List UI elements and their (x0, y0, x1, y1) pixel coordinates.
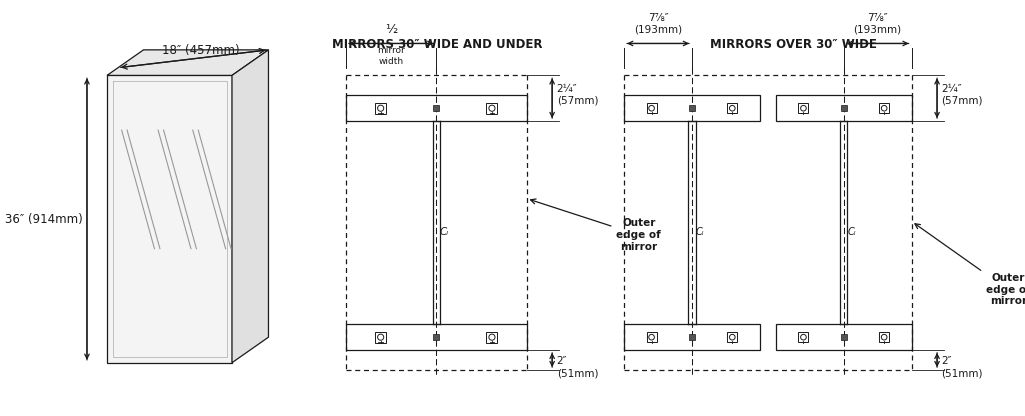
Bar (689, 334, 695, 340)
Bar (346, 95, 527, 121)
Text: Cₗ: Cₗ (696, 227, 704, 237)
Text: 7⅞″
(193mm): 7⅞″ (193mm) (634, 13, 682, 35)
Text: MIRRORS 30″ WIDE AND UNDER: MIRRORS 30″ WIDE AND UNDER (332, 38, 542, 51)
Text: 2″
(51mm): 2″ (51mm) (942, 357, 983, 378)
Bar (879, 332, 889, 342)
Bar (375, 103, 386, 114)
Text: Outer
edge of
mirror: Outer edge of mirror (531, 199, 661, 252)
Bar (776, 95, 911, 121)
Bar (840, 334, 847, 340)
Text: ½: ½ (385, 23, 398, 36)
Bar (840, 105, 847, 111)
Text: Outer
edge of
mirror: Outer edge of mirror (915, 224, 1025, 306)
Bar (647, 103, 657, 113)
Bar (728, 332, 737, 342)
Bar (798, 332, 809, 342)
Bar (879, 103, 889, 113)
Polygon shape (107, 75, 232, 363)
Bar (624, 95, 760, 121)
Text: 2¼″
(57mm): 2¼″ (57mm) (557, 84, 599, 105)
Polygon shape (232, 50, 269, 363)
Bar (434, 334, 440, 340)
Bar (776, 324, 911, 350)
Text: Cₗ: Cₗ (848, 227, 856, 237)
Bar (728, 103, 737, 113)
Bar (487, 332, 497, 343)
Bar (647, 332, 657, 342)
Text: 7⅞″
(193mm): 7⅞″ (193mm) (854, 13, 902, 35)
Text: 2¼″
(57mm): 2¼″ (57mm) (942, 84, 983, 105)
Bar (798, 103, 809, 113)
Bar (375, 332, 386, 343)
Polygon shape (107, 50, 269, 75)
Text: 2″
(51mm): 2″ (51mm) (557, 357, 599, 378)
Text: mirror
width: mirror width (377, 46, 405, 66)
Text: 36″ (914mm): 36″ (914mm) (5, 213, 82, 225)
Text: 18″ (457mm): 18″ (457mm) (162, 44, 239, 57)
Bar (624, 324, 760, 350)
Bar (487, 103, 497, 114)
Bar (689, 105, 695, 111)
Text: Cₗ: Cₗ (440, 227, 449, 237)
Bar (346, 324, 527, 350)
Text: MIRRORS OVER 30″ WIDE: MIRRORS OVER 30″ WIDE (709, 38, 876, 51)
Bar (434, 105, 440, 111)
